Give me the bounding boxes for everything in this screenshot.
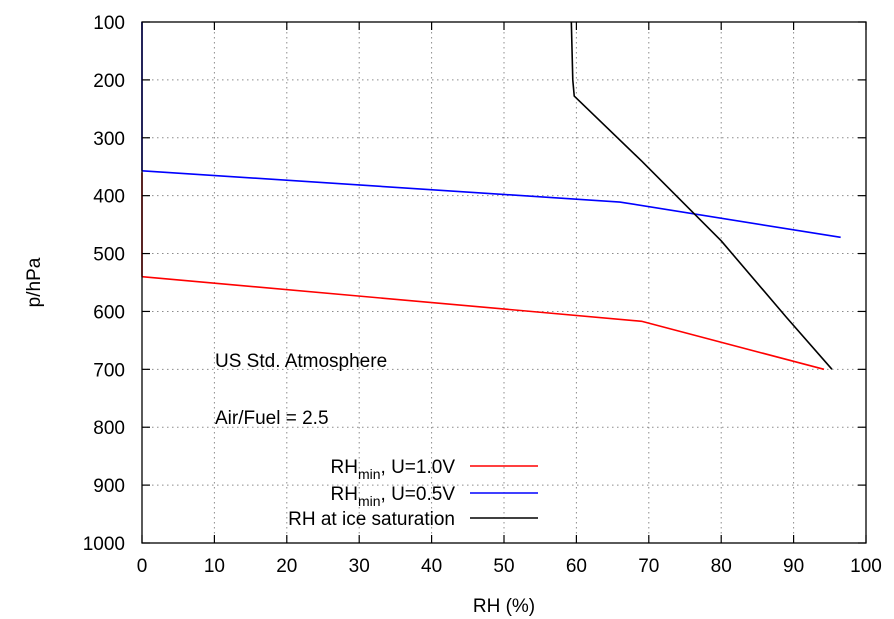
y-tick-label: 900 <box>93 476 125 497</box>
series-layer <box>141 21 841 371</box>
y-tick-label: 200 <box>93 71 125 92</box>
y-tick-label: 800 <box>93 418 125 439</box>
y-tick-label: 400 <box>93 187 125 208</box>
x-tick-label: 30 <box>349 556 370 577</box>
annotation: US Std. Atmosphere <box>215 351 387 372</box>
x-axis-title: RH (%) <box>473 596 535 617</box>
y-tick-label: 600 <box>93 302 125 323</box>
ticks <box>141 21 867 544</box>
x-tick-labels: 0 10 20 30 40 50 60 70 80 90 100 <box>137 556 882 577</box>
x-tick-label: 60 <box>566 556 587 577</box>
y-tick-label: 700 <box>93 360 125 381</box>
x-tick-label: 80 <box>711 556 732 577</box>
legend-label: RHmin, U=1.0V <box>331 457 456 482</box>
x-tick-label: 70 <box>638 556 659 577</box>
x-tick-label: 50 <box>493 556 514 577</box>
annotation: Air/Fuel = 2.5 <box>215 408 329 429</box>
y-tick-label: 300 <box>93 129 125 150</box>
x-tick-label: 100 <box>850 556 882 577</box>
x-tick-label: 90 <box>783 556 804 577</box>
x-tick-label: 10 <box>204 556 225 577</box>
y-tick-label: 1000 <box>83 534 125 555</box>
y-axis-title: p/hPa <box>24 257 45 307</box>
legend-label: RH at ice saturation <box>288 509 455 530</box>
x-tick-label: 0 <box>137 556 148 577</box>
x-tick-label: 20 <box>276 556 297 577</box>
legend-label: RHmin, U=0.5V <box>331 484 456 509</box>
series-2-line <box>141 169 841 239</box>
y-tick-label: 100 <box>93 13 125 34</box>
x-tick-label: 40 <box>421 556 442 577</box>
grid <box>142 22 866 543</box>
y-tick-label: 500 <box>93 245 125 266</box>
y-tick-labels: 100 200 300 400 500 600 700 800 900 1000 <box>83 13 125 555</box>
series-1-line <box>141 275 825 371</box>
series-3-line <box>570 21 833 370</box>
annotations: US Std. Atmosphere Air/Fuel = 2.5 <box>215 351 387 429</box>
